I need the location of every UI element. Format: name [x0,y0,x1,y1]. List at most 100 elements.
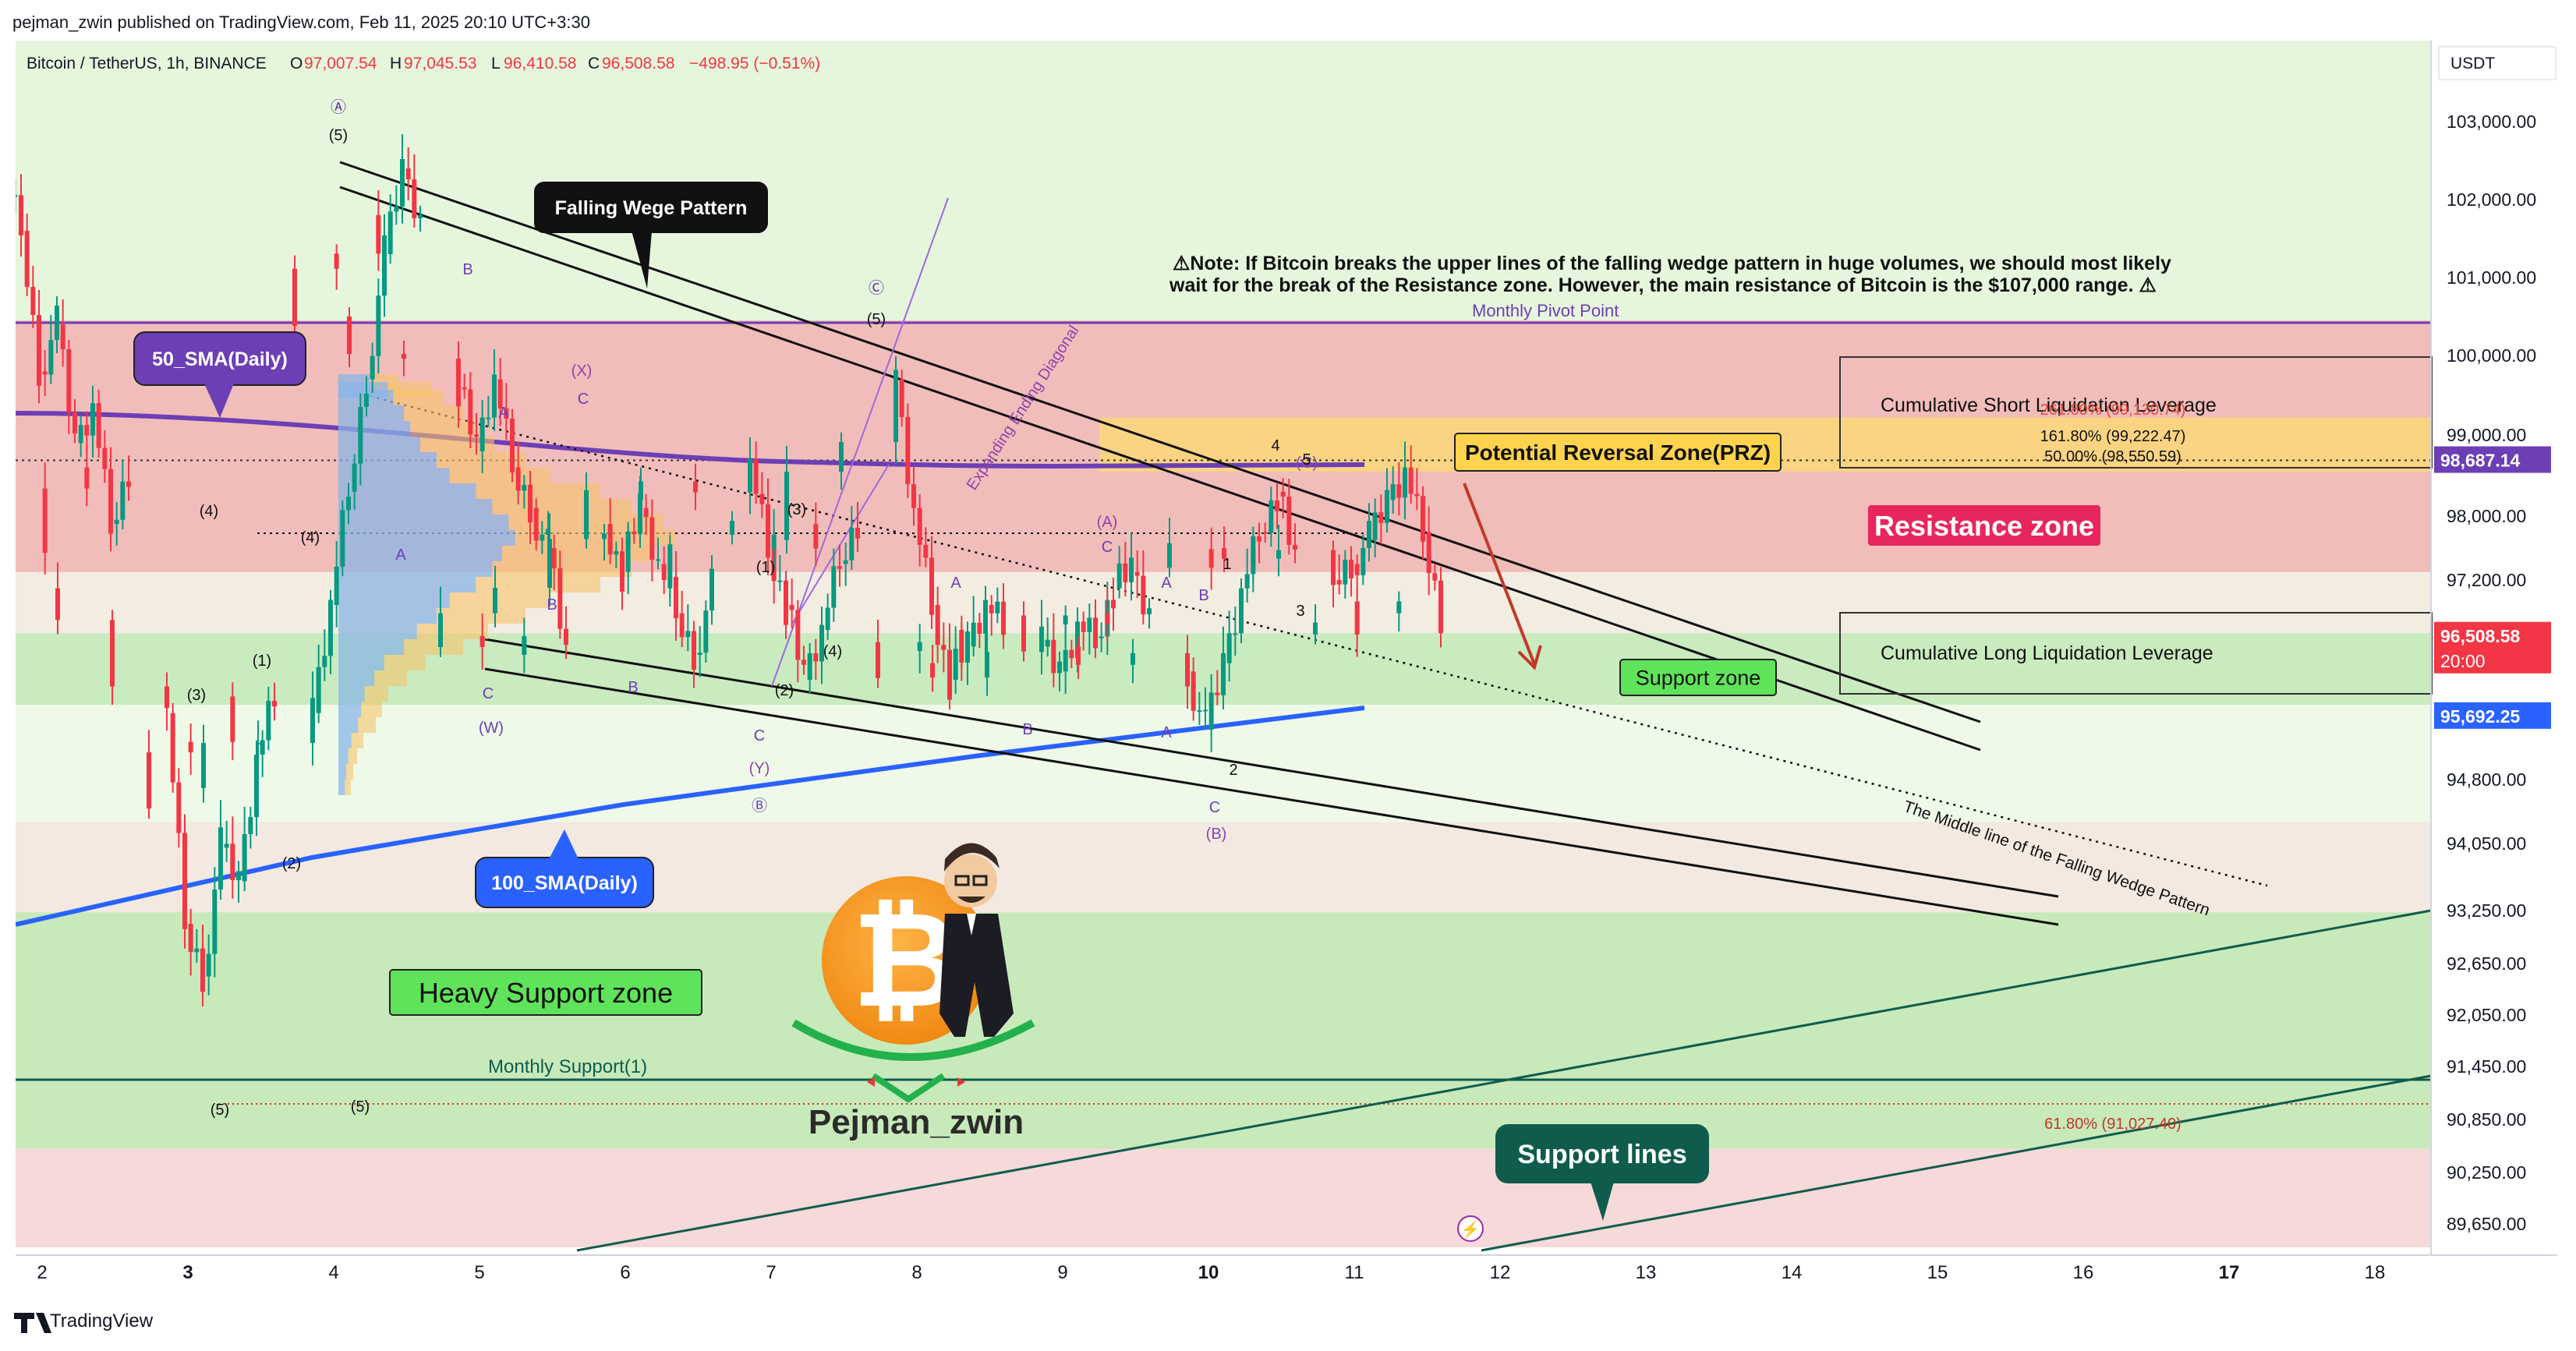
currency-box[interactable] [2438,46,2557,80]
candle-body [1276,550,1281,559]
wave-label: (2) [282,855,301,872]
candle-body [1331,550,1336,585]
wave-label: (A) [1097,514,1118,531]
volume-profile-bar [338,515,509,530]
candle-body [1226,633,1232,663]
candle-body [1087,617,1092,632]
candle-body [753,459,759,494]
candle-body [1081,621,1086,632]
candle-body [547,539,552,588]
price-tick-label: 94,050.00 [2447,833,2526,854]
price-tick-label: 89,650.00 [2447,1214,2526,1234]
volume-profile-bar [404,405,463,421]
axes-layer: 103,000.00 102,000.00 101,000.00 100,000.00… [16,41,2557,1296]
candle-body [387,211,393,254]
published-by-text: pejman_zwin published on TradingView.com… [12,12,590,32]
candle-body [656,559,660,561]
volume-profile-bar [338,499,493,515]
support-line-1 [576,909,2432,1252]
price-tick-label: 99,000.00 [2447,425,2526,445]
candle-body [795,610,801,660]
volume-profile-bar [437,608,525,624]
candle-body [849,528,855,561]
volume-profile-bar [361,702,382,717]
diagonal-line-1 [771,197,949,687]
candle-body [1432,573,1438,581]
volume-profile-bar [404,639,463,655]
candle-body [1147,608,1152,615]
candle-body [212,889,218,954]
low-value: 96,410.58 [504,55,576,73]
candle-body [272,701,277,707]
monthly-pivot-label: Monthly Pivot Point [1472,301,1619,320]
support-box [1619,659,1777,696]
wave-label: 2 [1229,762,1237,779]
candle-body [206,953,211,977]
candle-body [985,652,989,678]
candle-body [1116,563,1122,589]
wave-label: (3) [787,501,806,518]
candle-body [48,340,54,375]
note-line-1: ⚠Note: If Bitcoin breaks the upper lines… [1173,253,2171,274]
volume-profile-bar [476,483,600,499]
wedge-upper-line-2 [339,186,1981,752]
volume-profile-bar [338,624,417,639]
wave-label: 5 [1302,451,1311,469]
volume-profile-bar [338,546,502,561]
candle-body [78,425,83,444]
candle-body [1414,493,1420,497]
candle-body [709,568,714,611]
price-label-text: 98,687.14 [2440,451,2521,471]
wave-label: Ⓒ [869,279,884,297]
fib-level-label: 161.80% (99,222.47) [2040,428,2186,445]
candle-body [42,488,48,553]
candle-body [248,817,253,834]
candle-body [492,374,497,418]
candle-body [200,948,205,992]
candle-body [1426,532,1431,574]
long-liquidation-label: Cumulative Long Liquidation Leverage [1881,642,2213,664]
axis-corner [2433,1257,2557,1296]
candle-body [953,649,958,680]
candle-body [1185,653,1190,687]
lower-red-area [16,1148,2431,1247]
open-value: 97,007.54 [304,55,377,73]
candle-body [1257,536,1261,542]
currency-label[interactable]: USDT [2450,55,2495,73]
wave-label: C [754,727,765,744]
candle-body [1262,532,1268,534]
candle-body [1129,557,1134,582]
candle-body [90,403,95,436]
symbol-title[interactable]: Bitcoin / TetherUS, 1h, BINANCE [27,55,267,73]
candle-body [1039,626,1044,653]
open-label: O [290,55,303,73]
candle-body [923,544,929,558]
candle-body [328,599,333,656]
candle-body [759,493,765,504]
candle-body [1191,671,1196,711]
change-value: −498.95 (−0.51%) [689,55,820,73]
candle-body [370,355,375,380]
candle-body [497,379,503,408]
candle-body [819,624,824,662]
resistance-box [1868,505,2100,546]
time-tick-label: 3 [182,1262,193,1283]
time-tick-label: 10 [1198,1262,1219,1283]
tradingview-footer: TradingView [14,1310,154,1333]
candle-body [310,698,315,744]
price-tick-label: 92,650.00 [2447,953,2526,974]
volume-profile-bar [416,624,488,639]
volume-profile-bar [351,733,363,748]
candle-body [110,620,115,687]
candle-body [1239,588,1244,634]
wave-label: (5) [351,1098,370,1116]
volume-profile-bar [338,437,420,452]
price-tick-label: 102,000.00 [2447,189,2536,210]
low-label: L [491,55,501,73]
volume-profile-bar [338,483,476,499]
candle-body [893,370,898,443]
candle-body [479,635,485,648]
candle-body [1208,549,1214,568]
time-tick-label: 12 [1490,1262,1511,1283]
